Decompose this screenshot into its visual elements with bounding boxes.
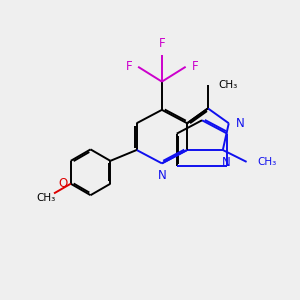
- Text: CH₃: CH₃: [218, 80, 238, 90]
- Text: O: O: [58, 177, 67, 190]
- Text: F: F: [159, 38, 165, 50]
- Text: N: N: [236, 117, 245, 130]
- Text: F: F: [125, 60, 132, 73]
- Text: N: N: [158, 169, 166, 182]
- Text: N: N: [221, 156, 230, 169]
- Text: CH₃: CH₃: [257, 157, 276, 167]
- Text: F: F: [192, 60, 198, 73]
- Text: CH₃: CH₃: [37, 193, 56, 203]
